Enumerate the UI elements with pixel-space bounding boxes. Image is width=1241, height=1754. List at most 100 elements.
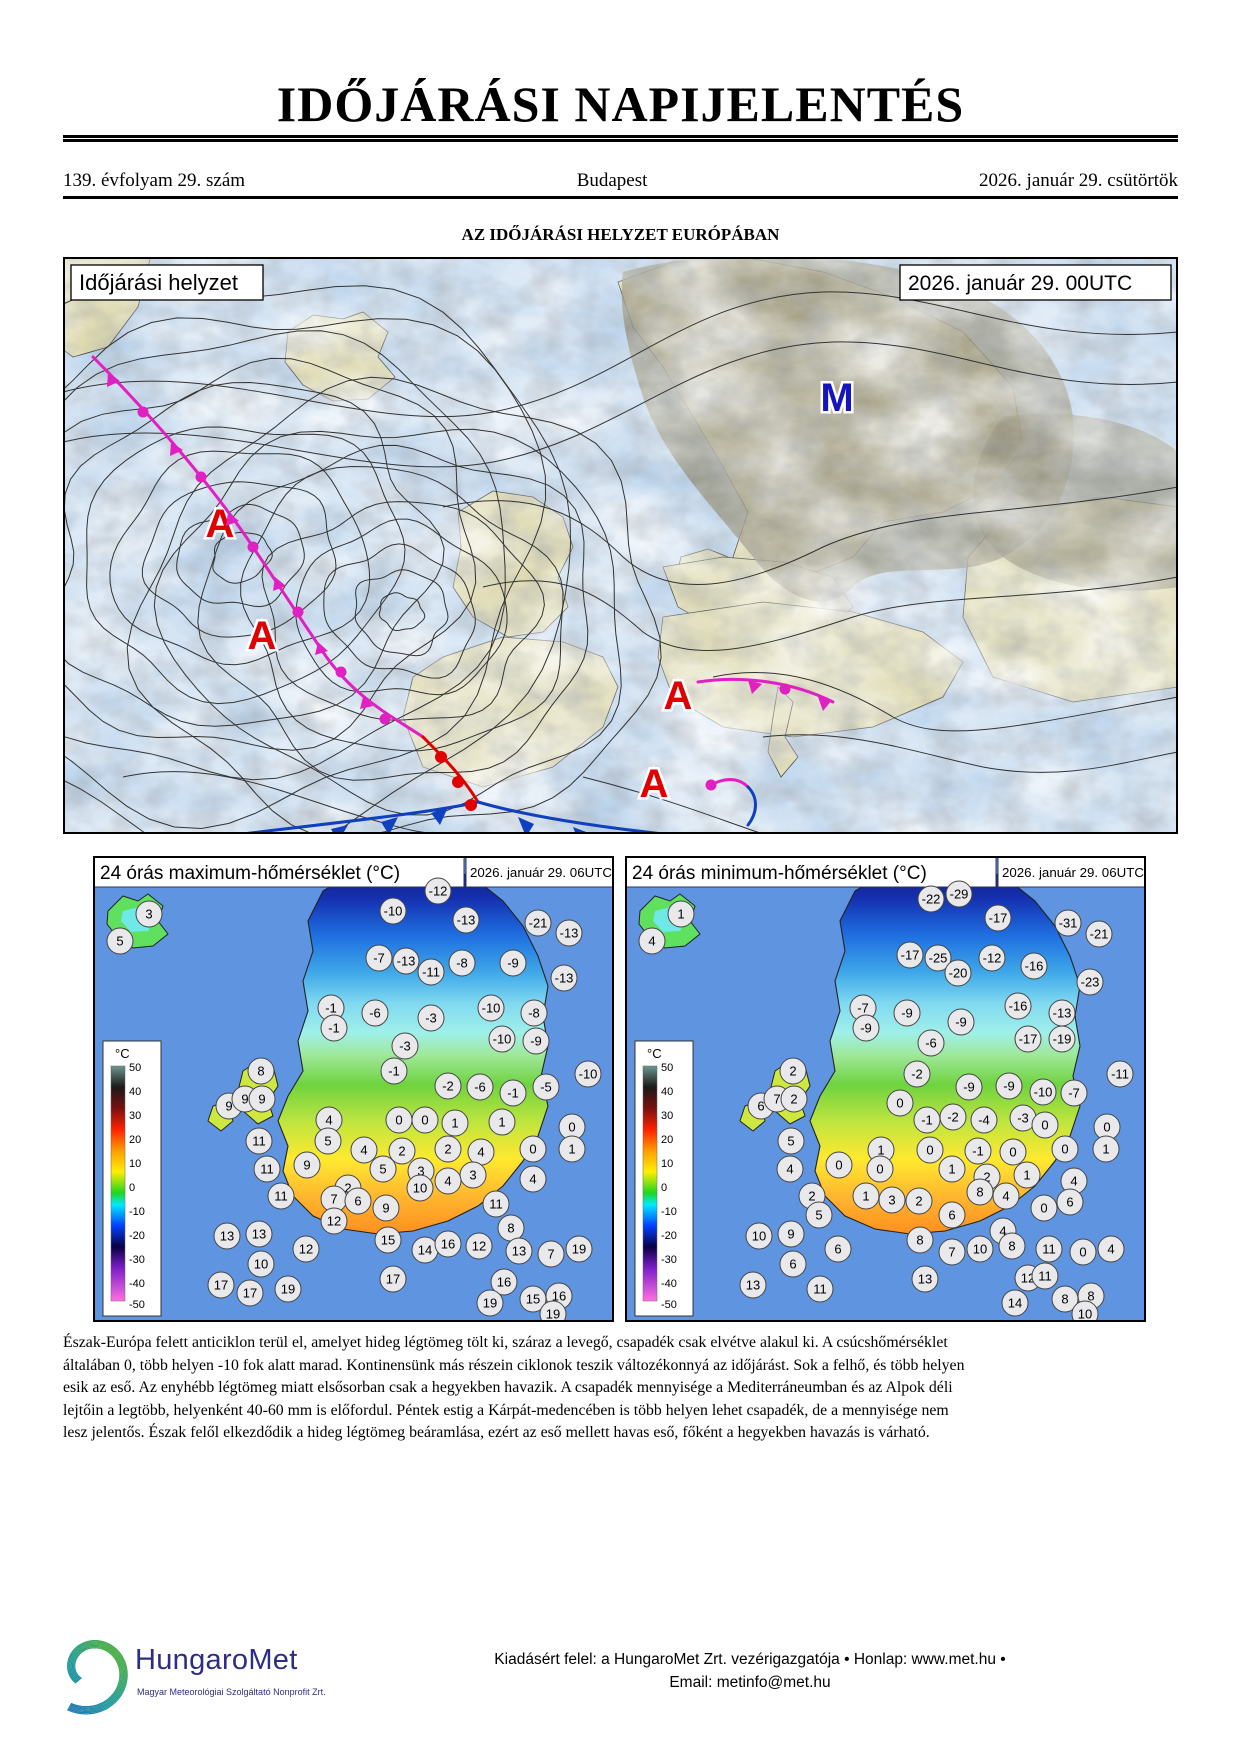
svg-text:-13: -13 <box>560 926 579 941</box>
svg-text:6: 6 <box>354 1194 361 1209</box>
svg-text:1: 1 <box>568 1142 575 1157</box>
svg-text:0: 0 <box>876 1162 883 1177</box>
svg-text:19: 19 <box>546 1307 560 1322</box>
svg-text:5: 5 <box>787 1134 794 1149</box>
svg-text:10: 10 <box>129 1158 141 1170</box>
svg-text:-4: -4 <box>978 1113 990 1128</box>
svg-text:-12: -12 <box>983 951 1002 966</box>
svg-text:1: 1 <box>862 1189 869 1204</box>
svg-text:-20: -20 <box>129 1230 145 1242</box>
svg-text:0: 0 <box>661 1182 667 1194</box>
svg-text:-12: -12 <box>429 884 448 899</box>
svg-text:4: 4 <box>1002 1189 1009 1204</box>
svg-text:10: 10 <box>973 1242 987 1257</box>
svg-text:13: 13 <box>512 1244 526 1259</box>
svg-text:11: 11 <box>274 1189 288 1204</box>
svg-text:5: 5 <box>116 934 123 949</box>
svg-text:13: 13 <box>746 1278 760 1293</box>
svg-text:1: 1 <box>498 1115 505 1130</box>
svg-text:20: 20 <box>129 1134 141 1146</box>
svg-text:2026. január 29. 06UTC: 2026. január 29. 06UTC <box>470 865 612 880</box>
svg-text:-13: -13 <box>397 954 416 969</box>
svg-text:-10: -10 <box>661 1206 677 1218</box>
svg-text:0: 0 <box>395 1113 402 1128</box>
svg-text:-1: -1 <box>328 1021 340 1036</box>
svg-text:-7: -7 <box>373 951 385 966</box>
svg-text:12: 12 <box>472 1239 486 1254</box>
svg-text:-17: -17 <box>989 911 1008 926</box>
svg-text:10: 10 <box>752 1229 766 1244</box>
svg-text:7: 7 <box>547 1247 554 1262</box>
svg-text:A: A <box>248 614 277 658</box>
svg-text:Időjárási helyzet: Időjárási helyzet <box>79 270 238 295</box>
svg-text:6: 6 <box>1066 1195 1073 1210</box>
svg-text:3: 3 <box>145 907 152 922</box>
svg-text:11: 11 <box>1038 1269 1052 1284</box>
svg-text:A: A <box>664 674 693 718</box>
svg-text:-10: -10 <box>384 904 403 919</box>
svg-text:4: 4 <box>1107 1242 1114 1257</box>
svg-text:0: 0 <box>1041 1118 1048 1133</box>
svg-text:12: 12 <box>299 1242 313 1257</box>
svg-text:2: 2 <box>915 1194 922 1209</box>
svg-text:-19: -19 <box>1053 1032 1072 1047</box>
svg-text:10: 10 <box>413 1181 427 1196</box>
svg-text:-10: -10 <box>129 1206 145 1218</box>
svg-text:10: 10 <box>1078 1307 1092 1322</box>
svg-text:7: 7 <box>330 1192 337 1207</box>
svg-text:16: 16 <box>497 1275 511 1290</box>
svg-text:8: 8 <box>1008 1239 1015 1254</box>
svg-text:11: 11 <box>260 1162 274 1177</box>
svg-text:11: 11 <box>813 1282 827 1297</box>
svg-text:-30: -30 <box>661 1254 677 1266</box>
svg-text:40: 40 <box>661 1086 673 1098</box>
svg-text:50: 50 <box>129 1062 141 1074</box>
svg-text:-1: -1 <box>972 1144 984 1159</box>
svg-text:9: 9 <box>787 1227 794 1242</box>
svg-text:-6: -6 <box>369 1006 381 1021</box>
svg-text:-20: -20 <box>661 1230 677 1242</box>
svg-text:0: 0 <box>1103 1120 1110 1135</box>
svg-text:-50: -50 <box>129 1299 145 1311</box>
svg-text:2: 2 <box>808 1189 815 1204</box>
svg-text:17: 17 <box>243 1286 257 1301</box>
svg-text:14: 14 <box>418 1243 432 1258</box>
svg-text:4: 4 <box>444 1174 451 1189</box>
svg-text:15: 15 <box>381 1233 395 1248</box>
svg-text:11: 11 <box>489 1197 503 1212</box>
svg-text:0: 0 <box>926 1143 933 1158</box>
svg-text:0: 0 <box>835 1158 842 1173</box>
svg-text:6: 6 <box>834 1242 841 1257</box>
svg-text:0: 0 <box>1009 1145 1016 1160</box>
svg-text:1: 1 <box>451 1116 458 1131</box>
svg-text:-9: -9 <box>901 1006 913 1021</box>
svg-text:A: A <box>640 762 669 806</box>
svg-text:17: 17 <box>386 1272 400 1287</box>
svg-text:19: 19 <box>572 1242 586 1257</box>
svg-text:-7: -7 <box>1068 1086 1080 1101</box>
svg-text:-9: -9 <box>955 1015 967 1030</box>
svg-text:19: 19 <box>483 1296 497 1311</box>
svg-text:°C: °C <box>647 1046 662 1061</box>
svg-text:-13: -13 <box>457 913 476 928</box>
svg-text:1: 1 <box>1023 1168 1030 1183</box>
svg-text:3: 3 <box>888 1193 895 1208</box>
svg-text:-29: -29 <box>950 887 969 902</box>
svg-text:-31: -31 <box>1059 916 1078 931</box>
svg-text:-1: -1 <box>507 1086 519 1101</box>
svg-text:-21: -21 <box>529 916 548 931</box>
svg-text:2: 2 <box>790 1092 797 1107</box>
svg-text:4: 4 <box>360 1143 367 1158</box>
svg-text:4: 4 <box>1070 1174 1077 1189</box>
svg-text:20: 20 <box>661 1134 673 1146</box>
svg-text:10: 10 <box>254 1257 268 1272</box>
svg-text:0: 0 <box>421 1113 428 1128</box>
svg-text:0: 0 <box>1079 1245 1086 1260</box>
svg-text:0: 0 <box>1061 1142 1068 1157</box>
svg-text:-21: -21 <box>1090 927 1109 942</box>
svg-text:17: 17 <box>214 1278 228 1293</box>
svg-text:9: 9 <box>303 1158 310 1173</box>
svg-text:14: 14 <box>1008 1296 1022 1311</box>
svg-text:M: M <box>820 376 853 420</box>
svg-text:-9: -9 <box>530 1034 542 1049</box>
